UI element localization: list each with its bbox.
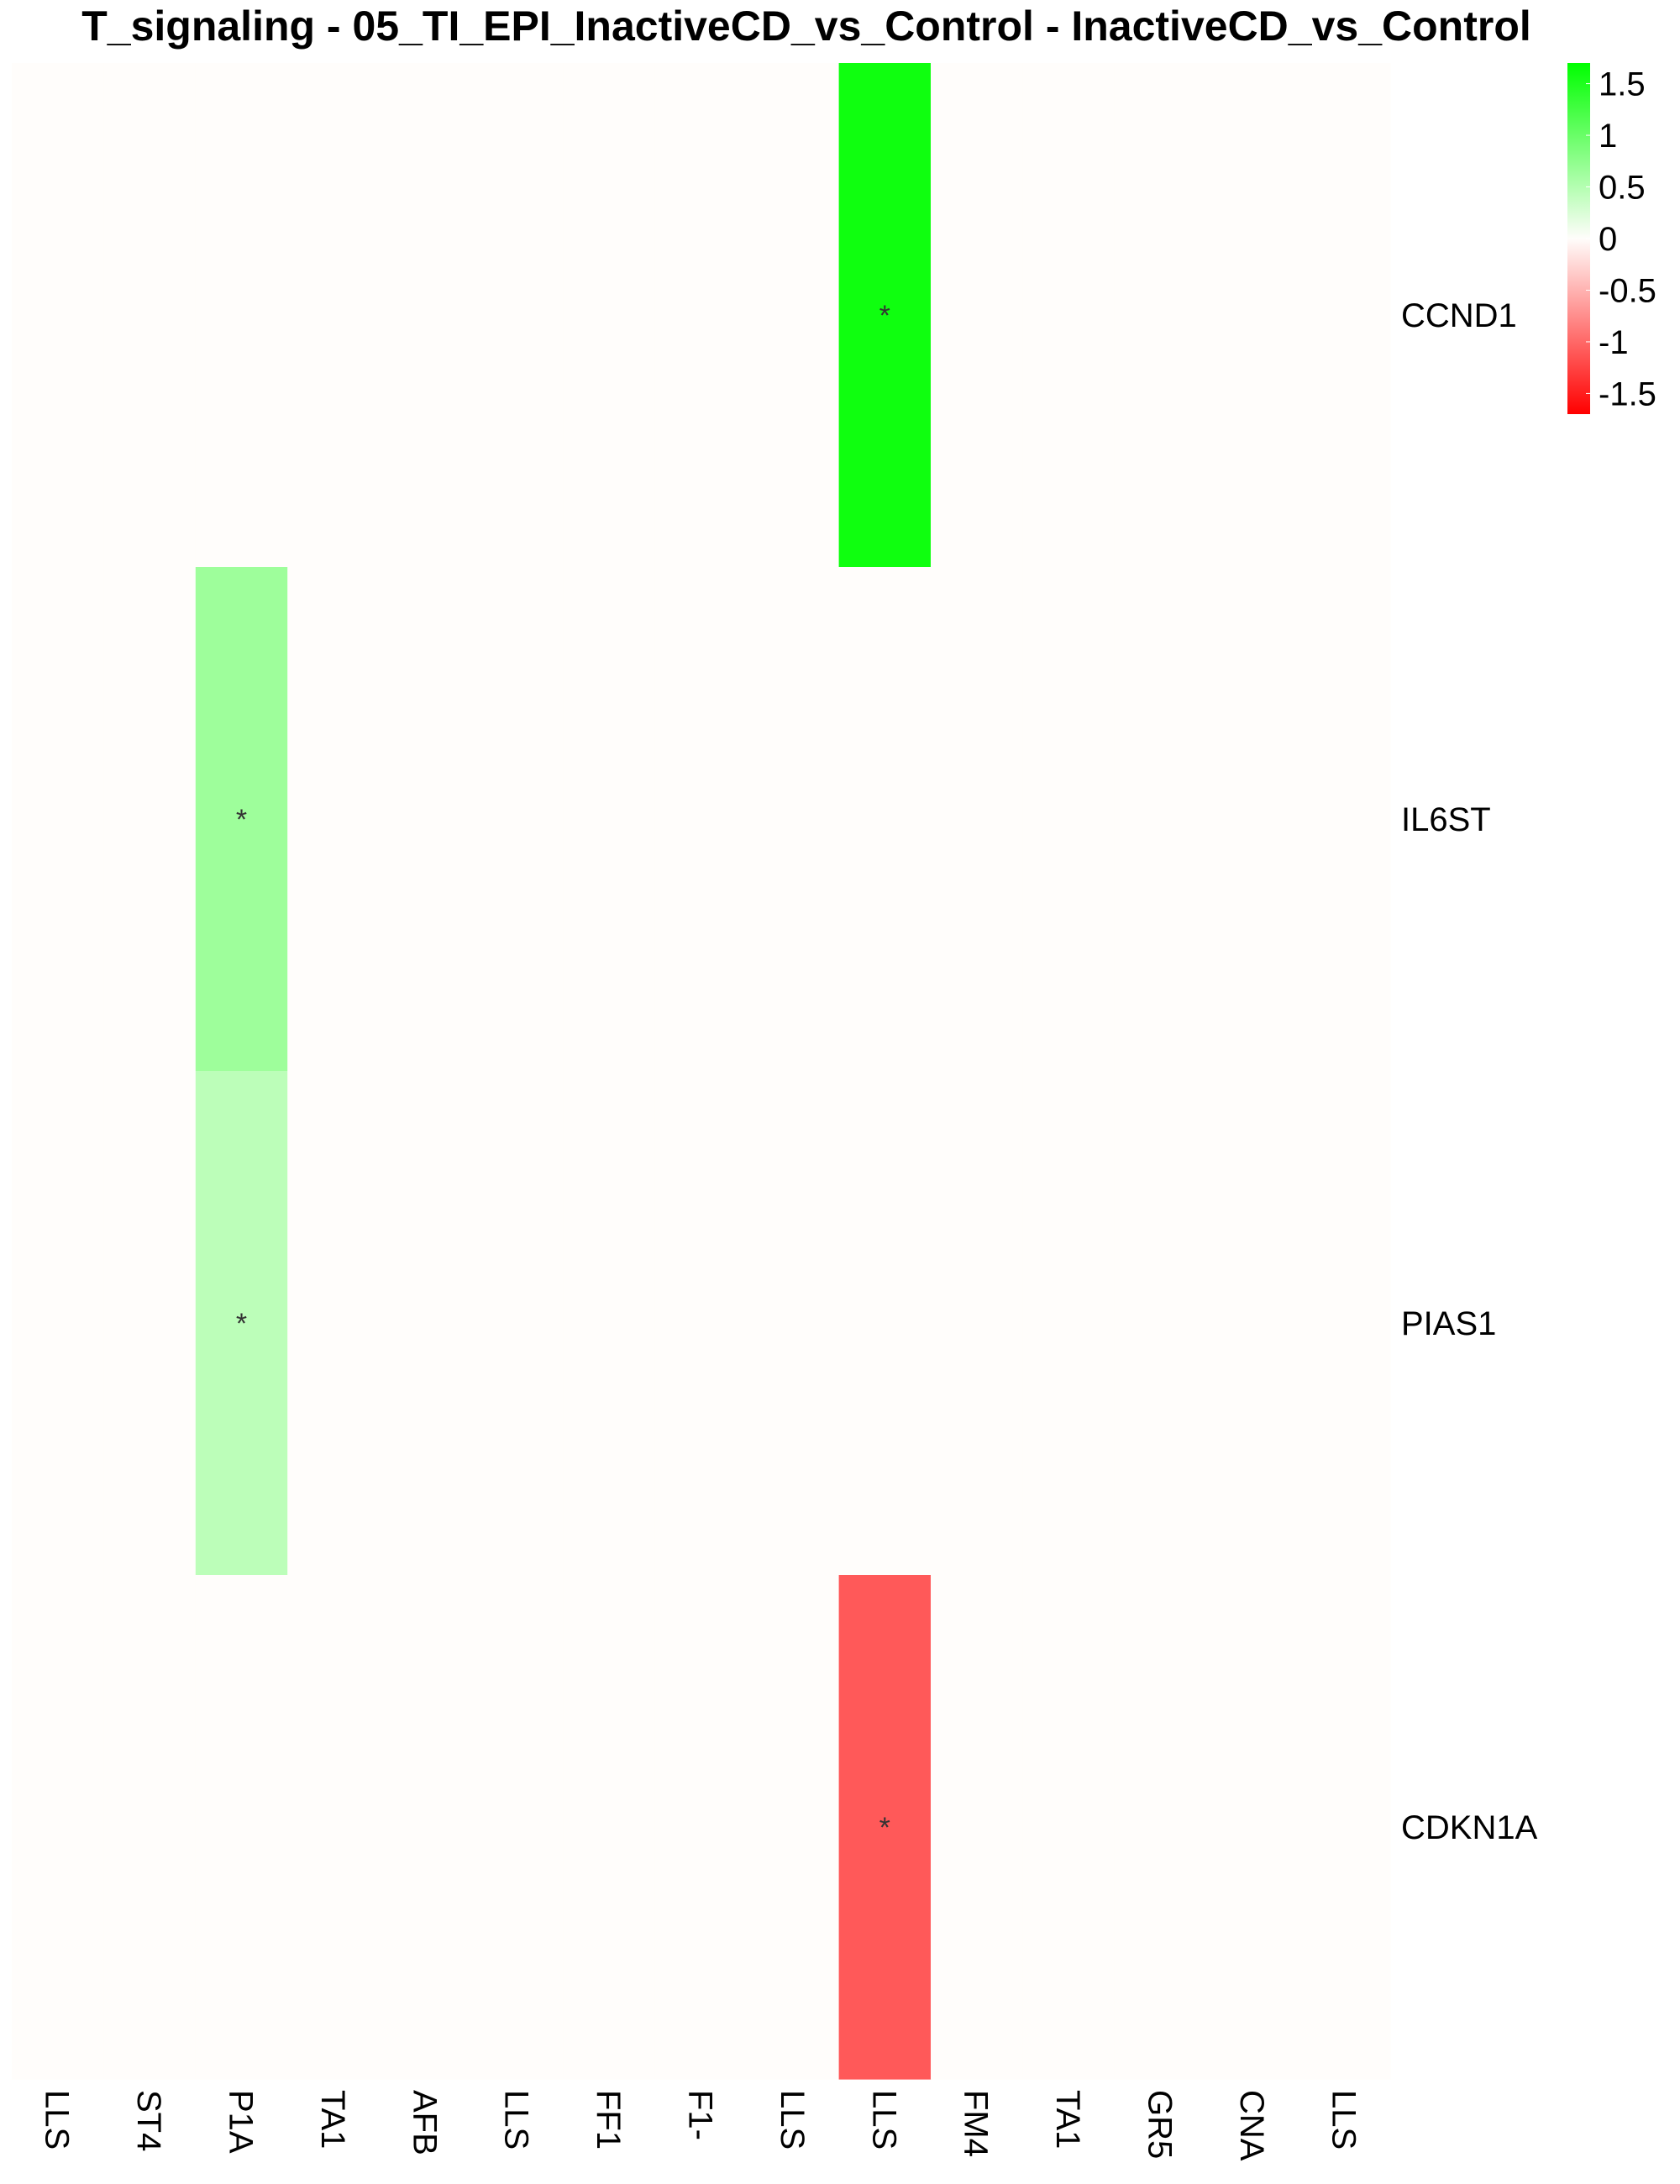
heatmap-cell	[1114, 63, 1207, 568]
color-legend: 1.5 1 0.5 0 -0.5 -1 -1.5	[1567, 63, 1656, 414]
heatmap-cell	[931, 1071, 1023, 1576]
heatmap-cell	[12, 1071, 104, 1576]
column-label: FM4	[958, 2090, 995, 2157]
significance-markers: * * * *	[236, 300, 890, 1844]
heatmap-cell	[1114, 567, 1207, 1072]
heatmap-cell	[563, 567, 656, 1072]
heatmap-cell	[12, 63, 104, 568]
heatmap-cell	[931, 63, 1023, 568]
heatmap-cell	[1022, 1575, 1116, 2080]
heatmap-cell	[563, 1071, 656, 1576]
heatmap-cell	[931, 1575, 1023, 2080]
heatmap-cell	[1298, 567, 1391, 1072]
row-label: CCND1	[1401, 297, 1517, 334]
heatmap-cell	[747, 1575, 840, 2080]
heatmap-cell	[195, 1071, 288, 1576]
heatmap-cell	[103, 567, 197, 1072]
row-labels: CCND1 IL6ST PIAS1 CDKN1A	[1401, 297, 1538, 1846]
column-label: LLS	[774, 2090, 811, 2150]
legend-tick-label: 1	[1599, 118, 1617, 155]
heatmap-cell	[1114, 1575, 1207, 2080]
column-label: P1A	[223, 2090, 260, 2154]
heatmap-cell	[471, 63, 564, 568]
heatmap-cell	[379, 567, 472, 1072]
heatmap-cell	[1022, 63, 1116, 568]
heatmap-cell	[103, 1071, 197, 1576]
significance-star: *	[879, 300, 890, 332]
legend-tick-label: -1	[1599, 324, 1629, 361]
legend-tick-label: 0.5	[1599, 170, 1646, 207]
heatmap-cell	[471, 1071, 564, 1576]
heatmap-cell	[747, 1071, 840, 1576]
heatmap-cell	[1206, 63, 1299, 568]
heatmap-cell	[1298, 1575, 1391, 2080]
heatmap-cell	[287, 1575, 381, 2080]
column-label: CNA	[1233, 2090, 1270, 2161]
heatmap-cell	[195, 567, 288, 1072]
heatmap-cell	[195, 63, 288, 568]
column-label: TA1	[314, 2090, 351, 2149]
column-label: LLS	[39, 2090, 76, 2150]
heatmap-cell	[379, 1071, 472, 1576]
heatmap-cell	[838, 63, 932, 568]
row-label: PIAS1	[1401, 1305, 1496, 1342]
heatmap-cells	[12, 63, 1391, 2080]
row-label: IL6ST	[1401, 801, 1491, 838]
legend-tick-label: 0	[1599, 221, 1617, 258]
heatmap-cell	[12, 567, 104, 1072]
column-label: FF1	[590, 2090, 627, 2150]
heatmap-cell	[195, 1575, 288, 2080]
heatmap-cell	[12, 1575, 104, 2080]
heatmap-cell	[287, 1071, 381, 1576]
row-label: CDKN1A	[1401, 1809, 1538, 1846]
significance-star: *	[879, 1812, 890, 1844]
column-label: LLS	[865, 2090, 902, 2150]
heatmap-cell	[931, 567, 1023, 1072]
heatmap-cell	[1206, 567, 1299, 1072]
heatmap-cell	[747, 567, 840, 1072]
significance-star: *	[236, 804, 247, 836]
column-label: GR5	[1142, 2090, 1179, 2159]
column-label: ST4	[130, 2090, 167, 2151]
heatmap-cell	[1022, 567, 1116, 1072]
heatmap-cell	[1206, 1071, 1299, 1576]
heatmap-cell	[471, 567, 564, 1072]
column-label: TA1	[1049, 2090, 1086, 2149]
heatmap-cell	[654, 1071, 748, 1576]
column-label: AFB	[406, 2090, 443, 2155]
heatmap-cell	[654, 63, 748, 568]
heatmap-cell	[103, 63, 197, 568]
legend-tick-label: 1.5	[1599, 66, 1646, 103]
heatmap-cell	[379, 1575, 472, 2080]
heatmap-cell	[103, 1575, 197, 2080]
heatmap-cell	[838, 1071, 932, 1576]
heatmap-cell	[1206, 1575, 1299, 2080]
heatmap-cell	[654, 567, 748, 1072]
heatmap-cell	[1114, 1071, 1207, 1576]
significance-star: *	[236, 1308, 247, 1340]
column-label: LLS	[1325, 2090, 1362, 2150]
heatmap-cell	[1298, 63, 1391, 568]
column-label: F1-	[682, 2090, 719, 2140]
column-label: LLS	[498, 2090, 535, 2150]
heatmap-cell	[471, 1575, 564, 2080]
legend-tick-label: -1.5	[1599, 375, 1656, 412]
heatmap-cell	[563, 63, 656, 568]
chart-title: T_signaling - 05_TI_EPI_InactiveCD_vs_Co…	[81, 3, 1531, 50]
heatmap-cell	[379, 63, 472, 568]
heatmap-cell	[1022, 1071, 1116, 1576]
heatmap-cell	[287, 63, 381, 568]
heatmap-cell	[838, 1575, 932, 2080]
heatmap-cell	[563, 1575, 656, 2080]
column-labels: LLS ST4 P1A TA1 AFB LLS FF1 F1- LLS LLS FM4 TA1 GR5 C…	[39, 2090, 1362, 2161]
heatmap-cell	[654, 1575, 748, 2080]
heatmap-cell	[747, 63, 840, 568]
heatmap-cell	[838, 567, 932, 1072]
legend-tick-label: -0.5	[1599, 272, 1656, 309]
heatmap-cell	[287, 567, 381, 1072]
heatmap-cell	[1298, 1071, 1391, 1576]
